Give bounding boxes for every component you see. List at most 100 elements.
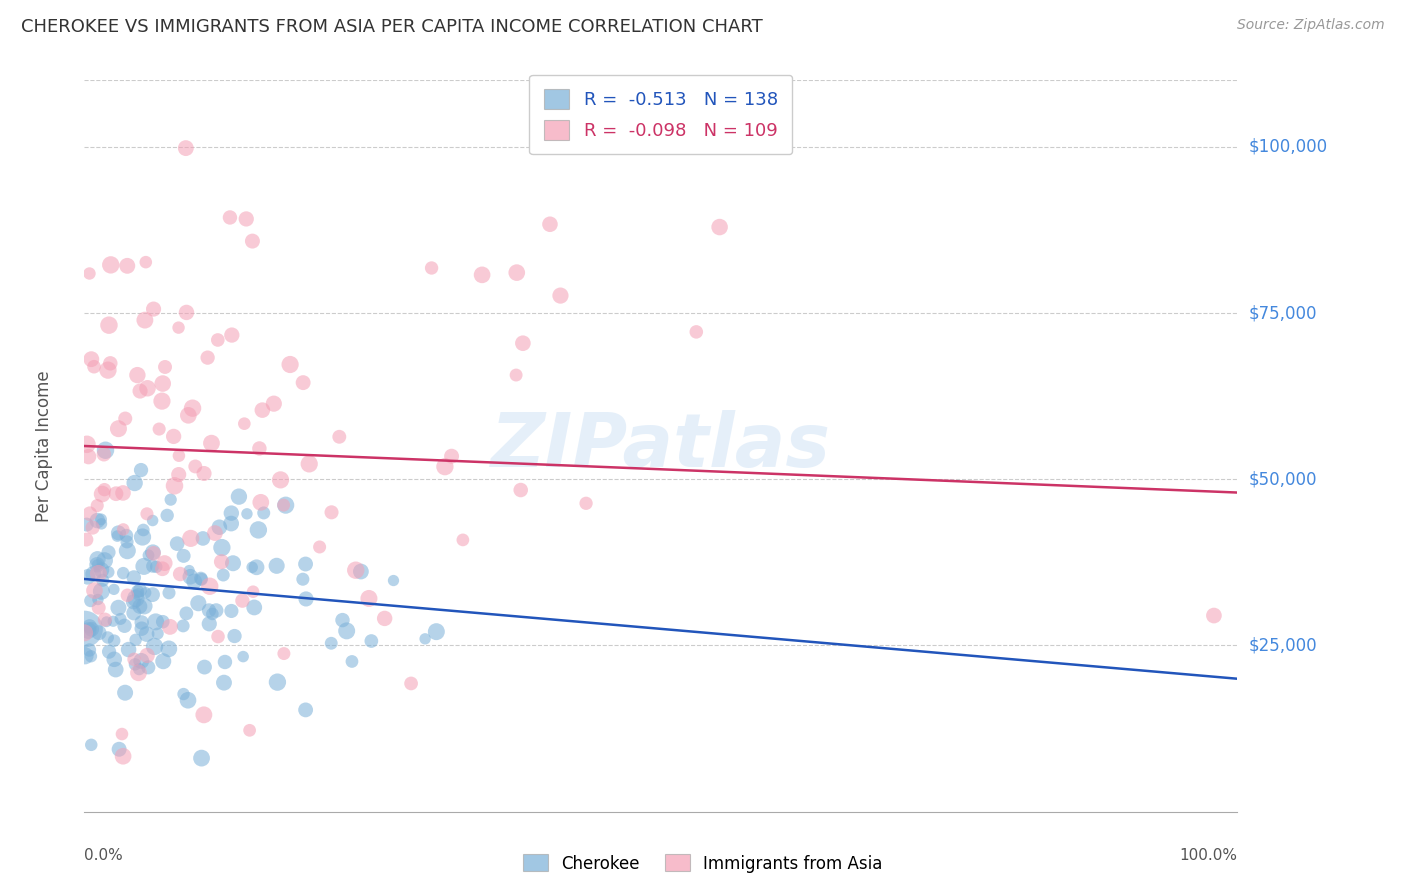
Point xyxy=(208,520,231,534)
Point xyxy=(204,526,226,541)
Point xyxy=(179,563,201,577)
Text: Source: ZipAtlas.com: Source: ZipAtlas.com xyxy=(1237,18,1385,32)
Point xyxy=(298,457,321,471)
Point xyxy=(177,693,200,707)
Point xyxy=(179,570,201,584)
Point xyxy=(249,495,271,509)
Point xyxy=(222,556,245,570)
Point xyxy=(128,665,150,680)
Point xyxy=(103,614,125,628)
Point xyxy=(233,417,256,431)
Point xyxy=(198,579,221,593)
Point xyxy=(174,141,197,155)
Point xyxy=(129,654,152,668)
Point xyxy=(117,259,139,273)
Point xyxy=(97,363,120,377)
Point xyxy=(214,655,236,669)
Point xyxy=(183,574,205,589)
Point xyxy=(86,558,108,572)
Point xyxy=(152,562,174,576)
Point xyxy=(73,625,96,640)
Text: ZIPatlas: ZIPatlas xyxy=(491,409,831,483)
Point xyxy=(273,647,295,661)
Point xyxy=(167,449,190,463)
Point xyxy=(100,258,122,272)
Point xyxy=(80,622,103,636)
Point xyxy=(193,707,215,722)
Point xyxy=(115,534,138,549)
Point xyxy=(93,447,115,461)
Point xyxy=(228,490,250,504)
Point xyxy=(77,624,100,638)
Point xyxy=(129,463,152,477)
Point xyxy=(86,558,108,572)
Point xyxy=(235,211,257,226)
Point xyxy=(96,615,118,629)
Point xyxy=(509,483,531,497)
Point xyxy=(212,568,235,582)
Point xyxy=(243,600,266,615)
Text: 100.0%: 100.0% xyxy=(1180,848,1237,863)
Point xyxy=(193,660,215,674)
Point xyxy=(163,479,186,493)
Point xyxy=(157,586,180,600)
Point xyxy=(1202,608,1225,623)
Point xyxy=(270,473,292,487)
Point xyxy=(207,333,229,347)
Point xyxy=(83,583,105,598)
Text: $75,000: $75,000 xyxy=(1249,304,1317,322)
Point xyxy=(97,631,120,645)
Point xyxy=(128,662,150,676)
Point xyxy=(127,587,149,601)
Point xyxy=(184,459,207,474)
Point xyxy=(242,234,264,248)
Point xyxy=(135,585,157,599)
Point xyxy=(129,384,152,398)
Point xyxy=(273,498,295,512)
Point xyxy=(142,559,165,574)
Point xyxy=(156,508,179,523)
Point xyxy=(136,648,159,663)
Point xyxy=(114,619,136,633)
Point xyxy=(135,627,157,641)
Point xyxy=(77,450,100,464)
Point xyxy=(93,553,115,567)
Point xyxy=(374,611,396,625)
Point xyxy=(173,687,195,701)
Point xyxy=(153,556,176,570)
Point xyxy=(131,622,153,636)
Point xyxy=(104,663,127,677)
Point xyxy=(150,394,173,409)
Point xyxy=(550,288,572,302)
Point xyxy=(252,403,274,417)
Point xyxy=(197,351,219,365)
Point xyxy=(83,359,105,374)
Point xyxy=(87,625,110,640)
Point xyxy=(112,749,135,764)
Point xyxy=(122,652,145,666)
Point xyxy=(103,582,125,597)
Point xyxy=(340,655,363,669)
Point xyxy=(98,318,121,333)
Point xyxy=(143,640,166,654)
Point xyxy=(159,620,181,634)
Point xyxy=(91,574,114,588)
Point xyxy=(86,552,108,566)
Point xyxy=(198,603,221,617)
Point xyxy=(274,498,297,512)
Point xyxy=(117,588,139,602)
Point xyxy=(247,442,270,456)
Point xyxy=(90,516,112,531)
Point xyxy=(111,486,134,500)
Point xyxy=(105,529,128,543)
Point xyxy=(80,352,103,367)
Point xyxy=(136,660,159,674)
Point xyxy=(136,381,159,395)
Point xyxy=(138,549,160,563)
Point xyxy=(134,599,156,613)
Point xyxy=(350,565,373,579)
Point xyxy=(122,595,145,609)
Point xyxy=(117,642,139,657)
Point xyxy=(212,675,235,690)
Point xyxy=(245,560,267,574)
